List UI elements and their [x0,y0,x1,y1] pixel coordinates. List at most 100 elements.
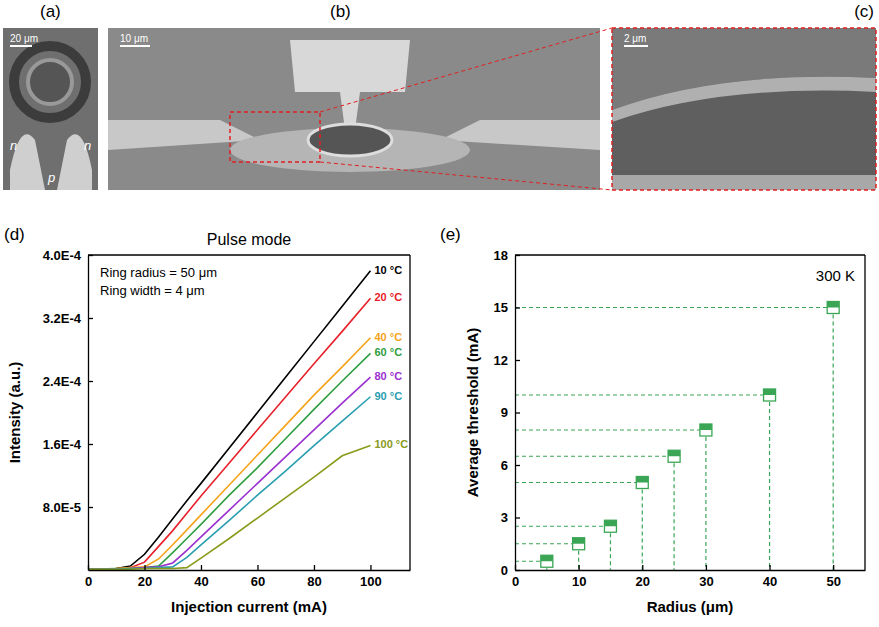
pad [290,40,410,130]
plot-area [88,271,370,569]
drop-line [642,483,643,571]
sem-image [3,28,98,190]
zoom-line [320,28,612,112]
tick-label: 6 [501,458,508,473]
series-line [88,338,370,570]
point [668,450,680,462]
tick-label: 18 [494,248,508,263]
region-label: n [84,138,91,153]
tick: 12 [494,353,520,368]
tick-mark [144,565,145,570]
image-panels: (a)(b)(c)20 μmnpn10 μm2 μm [3,2,876,190]
tick: 50 [826,565,840,589]
series-line [88,271,370,569]
tick-mark [706,565,707,570]
tick-mark [370,565,371,570]
series-line [88,353,370,569]
panel-letter: (d) [4,225,25,244]
series-line [88,377,370,569]
tick-label: 1.6E-4 [43,437,82,452]
tick: 8.0E-5 [43,500,93,515]
chart-title: Pulse mode [207,231,292,248]
tick-mark [257,565,258,570]
tick-label: 0 [85,574,92,589]
tick-label: 2.4E-4 [43,374,82,389]
y-axis-title: Intensity (a.u.) [6,362,23,464]
tick: 4.0E-4 [43,248,93,263]
tick-label: 0 [512,574,519,589]
pad [57,134,92,190]
ring-contact [14,46,86,118]
tick-mark [88,381,93,382]
panel-letter: (b) [330,2,351,21]
tick-mark [201,565,202,570]
x-axis-title: Radius (μm) [647,598,734,615]
tick-label: 4.0E-4 [43,248,82,263]
point [573,538,585,550]
tick-mark [642,565,643,570]
tick-label: 50 [826,574,840,589]
scale-bar-label: 2 μm [624,33,646,44]
tick: 15 [494,300,520,315]
scale-bar [10,45,32,47]
series-line [88,397,370,569]
annotation: Ring radius = 50 μm [100,265,217,280]
scale-bar [120,45,150,47]
tick: 3 [501,510,520,525]
substrate [612,175,876,190]
chart-panel: 300 K010203040500369121518Radius (μm)Ave… [440,225,866,615]
x-axis: 01020304050 [512,565,866,589]
series-label: 80 °C [374,370,402,382]
tick-label: 8.0E-5 [43,500,81,515]
zoom-line [320,162,612,190]
point-fill [827,302,839,308]
tick-mark [88,507,93,508]
frame [88,254,410,255]
tick-label: 80 [307,574,321,589]
panel-letter: (a) [40,2,61,21]
tick: 80 [307,565,321,589]
point-fill [636,477,648,483]
drop-line [673,456,674,570]
tick: 60 [251,565,265,589]
tick-mark [314,565,315,570]
drop-line [515,482,642,483]
panel-letter: (c) [854,2,874,21]
annotation: Ring width = 4 μm [100,283,205,298]
ring-top [612,77,876,122]
frame [409,255,410,570]
point [700,424,712,436]
tick-label: 3.2E-4 [43,311,82,326]
tick-label: 3 [501,510,508,525]
drop-line [515,456,674,457]
tick-label: 20 [636,574,650,589]
point-fill [700,424,712,430]
series-label: 60 °C [374,346,402,358]
point [541,555,553,567]
drop-line [769,395,770,570]
tick: 30 [699,565,713,589]
tick-mark [769,565,770,570]
series-line [88,298,370,569]
tick-mark [833,565,834,570]
tick: 6 [501,458,520,473]
tick: 20 [138,565,152,589]
region-label: p [47,170,55,185]
tick: 1.6E-4 [43,437,93,452]
point-fill [541,555,553,561]
sem-image [612,28,876,190]
panel-letter: (e) [440,225,461,244]
point-fill [668,450,680,456]
tick-mark [88,318,93,319]
y-axis: 0369121518 [494,248,520,578]
zoom-box [230,112,320,162]
tick-label: 20 [138,574,152,589]
series-label: 40 °C [374,331,402,343]
chart-panel: 10 °C20 °C40 °C60 °C80 °C90 °C100 °CPuls… [4,225,411,615]
plot-area [515,302,839,571]
tick: 100 [360,565,382,589]
tick-label: 100 [360,574,382,589]
tick: 20 [636,565,650,589]
tick-mark [88,444,93,445]
point-fill [604,520,616,526]
